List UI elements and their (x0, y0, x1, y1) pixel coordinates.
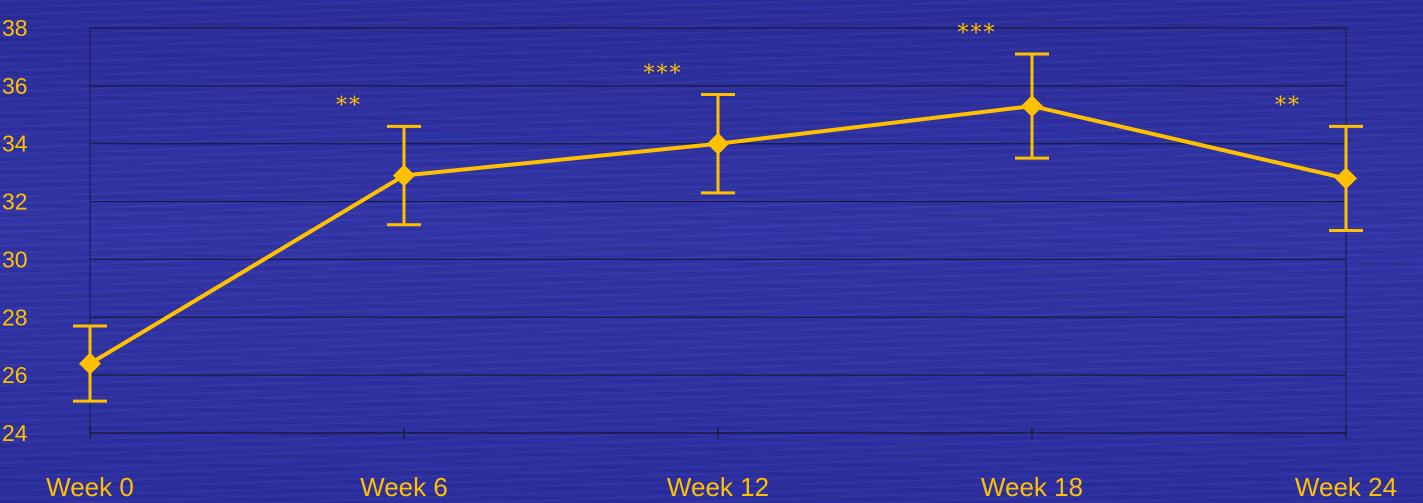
y-tick-label-32: 32 (2, 189, 28, 215)
significance-labels: ********** (336, 21, 1301, 118)
x-tick-label-0: Week 0 (46, 472, 134, 502)
data-point-1 (393, 164, 415, 187)
significance-label-1: ** (336, 93, 362, 118)
y-tick-label-34: 34 (2, 131, 28, 157)
plot-area-frame (89, 27, 1347, 434)
error-bars (73, 52, 1363, 403)
x-tick-label-2: Week 12 (667, 472, 769, 502)
data-point-4 (1335, 167, 1357, 190)
gridlines (90, 27, 1346, 376)
x-tick-label-4: Week 24 (1295, 472, 1397, 502)
y-tick-label-24: 24 (2, 420, 28, 446)
data-point-0 (79, 352, 101, 375)
y-tick-label-36: 36 (2, 73, 28, 99)
axes (89, 27, 1347, 439)
significance-label-2: *** (644, 62, 683, 87)
x-axis-tick-labels: Week 0 Week 6 Week 12 Week 18 Week 24 (46, 472, 1397, 502)
y-axis-tick-labels: 24 26 28 30 32 34 36 38 (2, 15, 28, 446)
x-tick-label-1: Week 6 (360, 472, 448, 502)
data-point-2 (707, 132, 729, 155)
x-tick-label-3: Week 18 (981, 472, 1083, 502)
y-tick-label-26: 26 (2, 362, 28, 388)
data-point-3 (1021, 95, 1043, 118)
data-points (79, 95, 1357, 375)
significance-label-3: *** (958, 21, 997, 46)
y-tick-label-28: 28 (2, 304, 28, 330)
y-tick-label-38: 38 (2, 15, 28, 41)
y-tick-label-30: 30 (2, 246, 28, 272)
significance-label-4: ** (1275, 93, 1301, 118)
